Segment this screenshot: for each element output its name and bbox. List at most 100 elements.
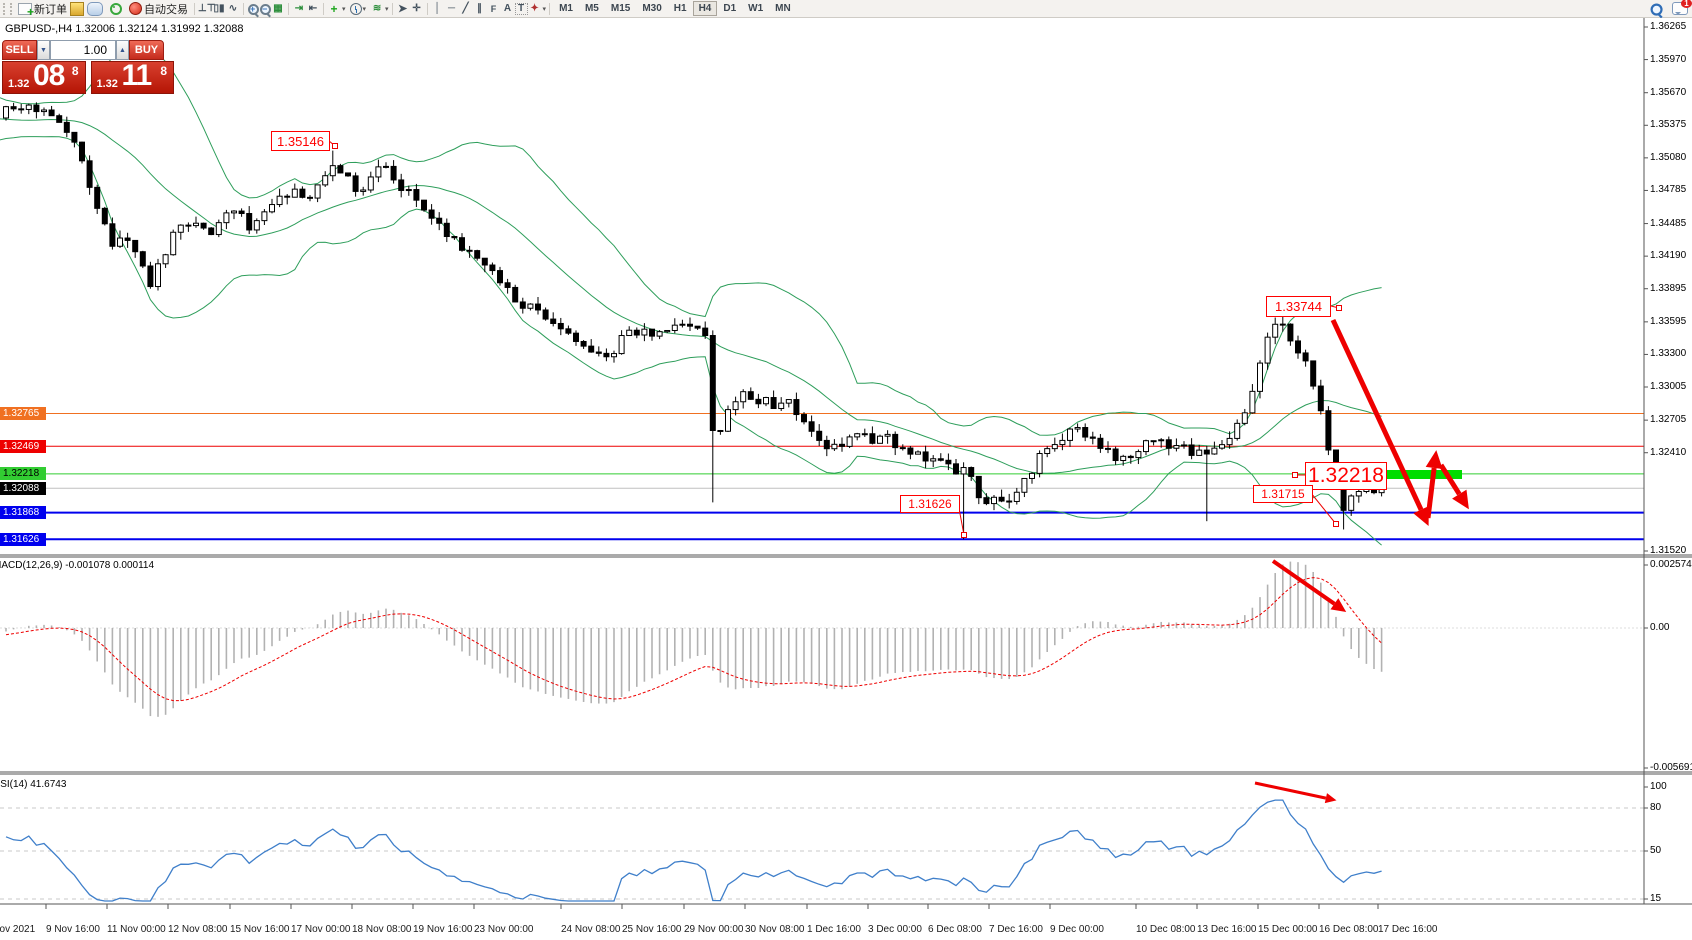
time-label: 15 Nov 16:00 (230, 924, 290, 935)
timeframe-m5[interactable]: M5 (584, 3, 599, 14)
time-label: 30 Nov 08:00 (745, 924, 805, 935)
trend-arrows (1254, 318, 1469, 804)
periods-dropdown-icon[interactable]: ▾ (362, 5, 367, 13)
price-badge: 1.31626 (0, 532, 46, 546)
notification-badge: 1 (1681, 0, 1692, 8)
main-toolbar: 新订单 自动交易 ⊥⊤ ▯▮ ∿ ▦ ⇥ ⇤ +▾ ▾ ≋▾ ➤ ✛ │ ─ ╱… (0, 0, 1692, 18)
indicators-dropdown-icon[interactable]: ▾ (342, 5, 346, 13)
volume-increase-button[interactable]: ▲ (116, 40, 129, 60)
rsi-axis-tick: 100 (1650, 781, 1667, 792)
sell-price-big: 08 (33, 59, 65, 92)
time-label: 19 Nov 16:00 (413, 924, 473, 935)
annotation-price-1.33744[interactable]: 1.33744 (1266, 296, 1331, 317)
annotation-price-1.31715[interactable]: 1.31715 (1253, 485, 1313, 503)
timeframe-h1[interactable]: H1 (673, 3, 687, 14)
templates-dropdown-icon[interactable]: ▾ (385, 5, 389, 13)
price-tick: 1.35080 (1650, 151, 1687, 163)
toolbar-separator (426, 2, 428, 15)
tile-windows-icon[interactable]: ▦ (273, 2, 283, 14)
time-label: 16 Dec 08:00 (1319, 924, 1379, 935)
macd-axis-tick: 0.002574 (1650, 559, 1692, 570)
sell-price-tile[interactable]: 1.32 08 8 (2, 59, 86, 94)
arrows-icon[interactable]: ✦ (530, 2, 539, 14)
price-badge: 1.32765 (0, 407, 46, 420)
trendline-icon[interactable]: ╱ (462, 2, 469, 14)
price-tick: 1.32410 (1650, 446, 1687, 458)
price-tick: 1.34190 (1650, 250, 1687, 262)
pane-frames (0, 18, 1692, 909)
text-icon[interactable]: A (503, 2, 512, 14)
search-icon[interactable] (1649, 2, 1663, 18)
indicators-add-icon[interactable]: + (330, 1, 338, 16)
time-label: 17 Dec 16:00 (1378, 924, 1438, 935)
time-label: 12 Nov 08:00 (168, 924, 228, 935)
vertical-line-icon[interactable]: │ (434, 2, 441, 14)
new-order-label: 新订单 (34, 3, 67, 16)
timeframe-d1[interactable]: D1 (723, 3, 737, 14)
timeframe-m1[interactable]: M1 (559, 3, 573, 14)
crosshair-icon[interactable]: ✛ (412, 2, 421, 14)
toolbar-grip[interactable] (3, 2, 12, 15)
price-tick: 1.34485 (1650, 217, 1687, 229)
macd-axis-tick: 0.00 (1650, 622, 1670, 633)
timeframe-mn[interactable]: MN (775, 3, 791, 14)
sell-price-base: 1.32 (8, 78, 30, 90)
auto-scroll-icon[interactable]: ⇥ (294, 2, 304, 14)
time-label: 8 Nov 2021 (0, 924, 36, 935)
signal-icon[interactable] (110, 2, 122, 15)
macd-axis-tick: -0.005691 (1650, 762, 1692, 773)
time-label: 3 Dec 00:00 (868, 924, 922, 935)
timeframe-w1[interactable]: W1 (748, 3, 764, 14)
volume-input[interactable]: 1.00 (50, 40, 116, 60)
annotation-price-1.31626[interactable]: 1.31626 (900, 495, 960, 513)
text-label-icon[interactable]: T (514, 2, 528, 15)
time-label: 13 Dec 16:00 (1197, 924, 1257, 935)
candlestick-chart-icon[interactable]: ▯▮ (213, 2, 225, 14)
price-tick: 1.33595 (1650, 315, 1687, 327)
price-tick: 1.33895 (1650, 282, 1687, 294)
chart-area[interactable]: GBPUSD-,H4 1.32006 1.32124 1.31992 1.320… (0, 18, 1692, 940)
zoom-out-icon[interactable] (259, 3, 271, 17)
time-label: 23 Nov 00:00 (474, 924, 534, 935)
autotrade-button[interactable]: 自动交易 (126, 1, 191, 16)
autotrade-icon (129, 2, 142, 15)
buy-price-tile[interactable]: 1.32 11 8 (90, 59, 174, 94)
chart-ohlc-title: GBPUSD-,H4 1.32006 1.32124 1.31992 1.320… (5, 23, 244, 35)
fibonacci-icon[interactable]: F (490, 3, 497, 14)
timeframe-h4[interactable]: H4 (692, 1, 718, 16)
price-tick: 1.31520 (1650, 545, 1687, 556)
timeframe-m30[interactable]: M30 (642, 3, 662, 14)
price-tick: 1.33300 (1650, 348, 1687, 360)
time-label: 9 Nov 16:00 (46, 924, 100, 935)
cursor-icon[interactable]: ➤ (397, 2, 408, 15)
horizontal-line-icon[interactable]: ─ (448, 2, 456, 14)
volume-decrease-button[interactable]: ▼ (37, 40, 50, 60)
templates-icon[interactable]: ≋ (372, 2, 382, 14)
zoom-in-icon[interactable] (247, 3, 259, 17)
bar-chart-icon[interactable]: ⊥⊤ (198, 2, 216, 14)
new-order-button[interactable]: 新订单 (15, 1, 70, 18)
channel-icon[interactable]: ∥ (477, 2, 483, 14)
toolbar-separator (243, 2, 244, 15)
chart-shift-icon[interactable]: ⇤ (308, 2, 318, 14)
annotation-price-1.35146[interactable]: 1.35146 (271, 131, 330, 151)
market-watch-icon[interactable] (87, 1, 103, 16)
buy-button[interactable]: BUY (129, 40, 164, 60)
time-label: 15 Dec 00:00 (1258, 924, 1318, 935)
periods-icon[interactable] (349, 3, 362, 15)
price-tick: 1.35670 (1650, 86, 1687, 98)
toolbar-separator (549, 2, 551, 15)
annotation-price-1.32218[interactable]: 1.32218 (1305, 462, 1387, 490)
sell-price-sup: 8 (71, 64, 79, 78)
chat-icon[interactable]: 1 (1672, 0, 1692, 15)
price-tick: 1.36265 (1650, 21, 1687, 32)
toolbar-separator (288, 2, 289, 15)
sell-button[interactable]: SELL (2, 40, 37, 60)
new-order-icon (18, 2, 34, 18)
line-chart-icon[interactable]: ∿ (228, 2, 238, 14)
timeframe-m15[interactable]: M15 (610, 3, 631, 14)
arrows-dropdown-icon[interactable]: ▾ (542, 5, 547, 13)
candlesticks (3, 102, 1385, 540)
history-center-icon[interactable] (70, 1, 84, 16)
